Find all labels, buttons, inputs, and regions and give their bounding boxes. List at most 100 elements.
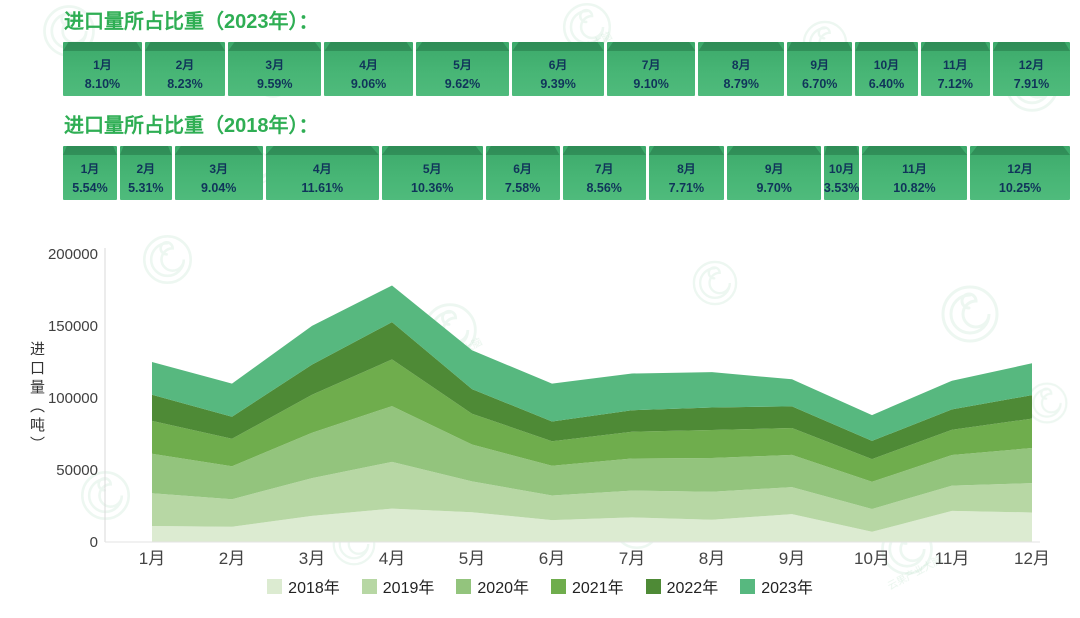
legend-item-2023年: 2023年 [740, 574, 813, 598]
ratio-2018-bar-row: 1月 5.54% 2月 5.31% 3月 9.04% 4月 11.61% 5月 10.36% 6月 7… [63, 146, 1070, 200]
ratio-bar-11月: 11月 7.12% [920, 42, 990, 96]
bar-month-label: 8月 [677, 162, 696, 176]
ratio-bar-6月: 6月 9.39% [512, 42, 604, 96]
bar-month-label: 1月 [93, 58, 112, 72]
ratio-bar-12月: 12月 10.25% [970, 146, 1070, 200]
x-tick-label-2月: 2月 [219, 549, 245, 568]
bar-percent-value: 9.39% [540, 77, 576, 91]
bar-3d-top [562, 146, 646, 155]
ratio-bar-5月: 5月 10.36% [381, 146, 483, 200]
bar-3d-top [415, 42, 510, 51]
x-tick-label-4月: 4月 [379, 549, 405, 568]
y-tick-label: 50000 [56, 462, 98, 479]
legend-label: 2018年 [288, 580, 340, 597]
bar-month-label: 4月 [312, 162, 332, 176]
bar-percent-value: 7.12% [937, 77, 974, 91]
ratio-bar-9月: 9月 9.70% [726, 146, 822, 200]
bar-3d-top [970, 146, 1070, 155]
bar-month-label: 9月 [810, 58, 830, 72]
x-tick-label-3月: 3月 [299, 549, 325, 568]
legend-item-2018年: 2018年 [267, 574, 340, 598]
bar-percent-value: 9.10% [633, 77, 669, 91]
bar-percent-value: 5.31% [128, 181, 164, 195]
bar-3d-top [324, 42, 413, 51]
y-tick-label: 200000 [48, 246, 98, 263]
x-tick-label-11月: 11月 [935, 549, 970, 568]
bar-percent-value: 8.56% [586, 181, 622, 195]
bar-percent-value: 10.36% [411, 181, 454, 195]
bar-month-label: 9月 [764, 162, 784, 176]
ratio-bar-9月: 9月 6.70% [787, 42, 853, 96]
ratio-bar-2月: 2月 5.31% [119, 146, 172, 200]
bar-3d-top [63, 42, 142, 51]
bar-3d-top [726, 146, 822, 155]
area-series-2020年 [152, 406, 1032, 509]
bar-month-label: 12月 [1018, 58, 1045, 72]
ratio-bar-10月: 10月 3.53% [824, 146, 859, 200]
bar-percent-value: 8.23% [167, 77, 203, 91]
bar-percent-value: 9.70% [756, 181, 792, 195]
bar-month-label: 10月 [828, 162, 855, 176]
bar-month-label: 11月 [902, 162, 927, 176]
x-tick-label-9月: 9月 [779, 549, 805, 568]
bar-3d-top [992, 42, 1070, 51]
bar-month-label: 3月 [265, 58, 285, 72]
legend-label: 2023年 [761, 580, 813, 597]
y-tick-label: 0 [90, 534, 98, 551]
bar-month-label: 12月 [1007, 162, 1033, 176]
bar-month-label: 2月 [136, 162, 156, 176]
bar-3d-top [698, 42, 785, 51]
bar-percent-value: 10.82% [893, 181, 936, 195]
legend-label: 2021年 [572, 580, 624, 597]
ratio-bar-2月: 2月 8.23% [144, 42, 226, 96]
ratio-bar-3月: 3月 9.59% [228, 42, 322, 96]
stacked-area-chart: 进口量（吨） 0 50000 100000 150000 200000 1月 2月 3月 4月 5… [0, 212, 1080, 570]
bar-percent-value: 7.71% [668, 181, 705, 195]
bar-month-label: 3月 [209, 162, 229, 176]
bar-3d-top [920, 42, 990, 51]
y-axis-title: 进口量（吨） [28, 341, 45, 455]
area-series-2018年 [152, 508, 1032, 542]
chart-canvas: 0 50000 100000 150000 200000 1月 2月 3月 4月 5月 6月 7月 8月… [48, 246, 1050, 568]
bar-3d-top [119, 146, 172, 155]
legend-swatch [740, 578, 756, 594]
bar-percent-value: 8.79% [723, 77, 759, 91]
bar-percent-value: 6.40% [868, 77, 905, 91]
bar-percent-value: 7.91% [1013, 77, 1050, 91]
legend-label: 2019年 [382, 580, 435, 597]
bar-3d-top [648, 146, 724, 155]
bar-month-label: 6月 [548, 58, 568, 72]
ratio-bar-10月: 10月 6.40% [855, 42, 918, 96]
bar-percent-value: 9.06% [350, 77, 387, 91]
bar-3d-top [512, 42, 604, 51]
ratio-bar-1月: 1月 5.54% [63, 146, 117, 200]
legend-item-2022年: 2022年 [645, 574, 719, 598]
bar-month-label: 6月 [513, 162, 532, 176]
bar-3d-top [228, 42, 322, 51]
ratio-bar-7月: 7月 9.10% [606, 42, 696, 96]
bar-month-label: 5月 [453, 58, 472, 72]
bar-month-label: 2月 [175, 58, 195, 72]
ratio-bar-7月: 7月 8.56% [562, 146, 646, 200]
legend-swatch [361, 578, 377, 594]
ratio-bar-1月: 1月 8.10% [63, 42, 142, 96]
ratio-2018-title: 进口量所占比重（2018年）： [64, 115, 319, 137]
ratio-bar-8月: 8月 8.79% [698, 42, 785, 96]
ratio-bar-5月: 5月 9.62% [415, 42, 510, 96]
legend-item-2019年: 2019年 [361, 574, 435, 598]
x-tick-label-7月: 7月 [619, 549, 645, 568]
bar-3d-top [824, 146, 859, 155]
chart-legend: 2018年 2019年 2020年 2021年 2022年 2023年 [0, 574, 1080, 598]
bar-3d-top [144, 42, 226, 51]
bar-3d-top [63, 146, 117, 155]
area-series-2022年 [152, 322, 1032, 460]
bar-percent-value: 8.10% [84, 77, 121, 91]
legend-label: 2022年 [666, 580, 719, 597]
legend-label: 2020年 [477, 580, 529, 597]
bar-percent-value: 6.70% [801, 77, 838, 91]
bar-3d-top [861, 146, 968, 155]
x-tick-label-5月: 5月 [459, 549, 485, 568]
bar-percent-value: 7.58% [504, 181, 541, 195]
x-tick-label-10月: 10月 [854, 549, 890, 568]
